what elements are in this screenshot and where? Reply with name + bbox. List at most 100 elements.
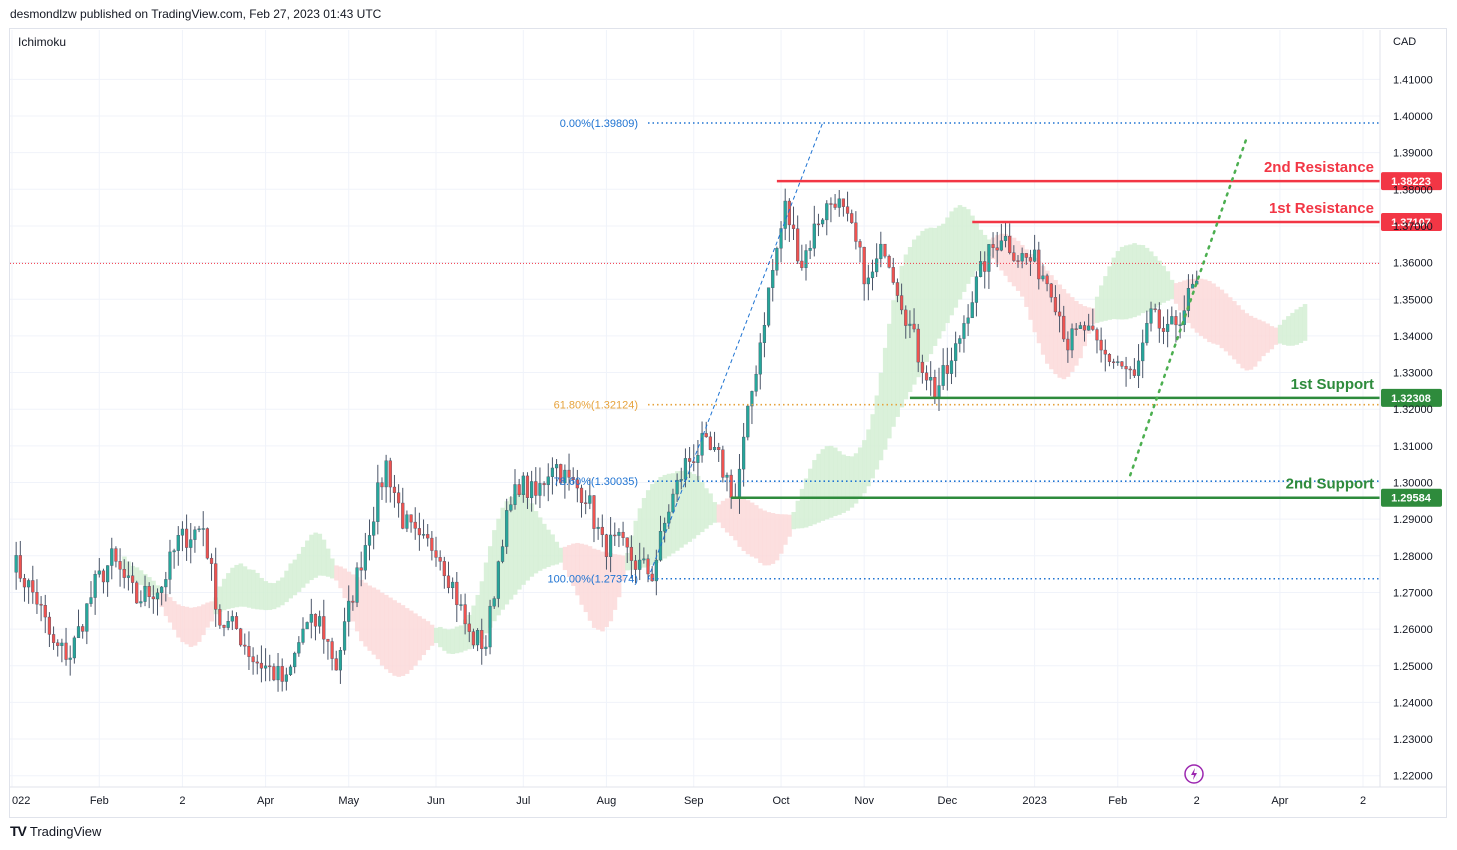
candle-down <box>43 605 47 618</box>
cloud-segment <box>226 573 231 609</box>
cloud-segment <box>1132 243 1137 318</box>
candle-up <box>783 200 787 229</box>
cloud-segment <box>246 569 252 608</box>
time-tick-label: Aug <box>597 795 617 807</box>
cloud-segment <box>267 582 273 610</box>
cloud-segment <box>417 616 422 661</box>
fib-level-label: 78.60%(1.30035) <box>554 476 638 488</box>
cloud-segment <box>176 604 181 638</box>
time-tick-label: Feb <box>90 795 109 807</box>
cloud-segment <box>1157 260 1162 305</box>
candle-down <box>791 224 796 229</box>
cloud-segment <box>932 227 938 346</box>
tradingview-logo[interactable]: TV TradingView <box>10 823 101 839</box>
candle-up <box>825 203 829 221</box>
cloud-segment <box>1144 247 1150 312</box>
time-tick-label: 2 <box>1360 795 1366 807</box>
candle-down <box>1045 275 1049 285</box>
candle-up <box>155 592 160 600</box>
candle-down <box>687 458 692 462</box>
candle-up <box>908 323 912 326</box>
cloud-segment <box>1049 275 1054 370</box>
price-tick-label: 1.22000 <box>1393 771 1433 783</box>
candle-down <box>272 666 276 681</box>
candle-down <box>463 604 467 625</box>
cloud-segment <box>554 541 560 565</box>
candle-up <box>363 545 367 571</box>
cloud-segment <box>388 597 393 673</box>
candle-down <box>854 222 858 242</box>
candle-up <box>725 474 729 478</box>
cloud-segment <box>637 508 643 569</box>
candle-down <box>184 528 189 548</box>
cloud-segment <box>1257 319 1262 362</box>
level-price-label: 1.38223 <box>1391 176 1431 188</box>
candle-down <box>222 625 226 628</box>
cloud-segment <box>1128 244 1133 319</box>
candle-up <box>372 521 376 536</box>
cloud-segment <box>487 546 493 628</box>
price-tick-label: 1.38000 <box>1393 184 1433 196</box>
currency-label: CAD <box>1393 36 1416 48</box>
time-tick-label: Jul <box>516 795 530 807</box>
candle-up <box>696 455 700 463</box>
cloud-segment <box>1173 283 1179 304</box>
cloud-segment <box>708 493 713 526</box>
candle-up <box>879 243 883 259</box>
price-tick-label: 1.28000 <box>1393 551 1433 563</box>
cloud-segment <box>359 579 364 642</box>
cloud-segment <box>251 569 256 609</box>
cloud-segment <box>242 566 248 607</box>
cloud-segment <box>754 505 759 559</box>
candle-up <box>700 433 704 456</box>
candle-up <box>779 228 783 249</box>
cloud-segment <box>749 502 755 557</box>
candle-up <box>775 247 779 271</box>
cloud-segment <box>1252 317 1258 367</box>
cloud-segment <box>458 625 464 653</box>
cloud-segment <box>770 513 776 564</box>
cloud-segment <box>591 548 597 628</box>
candle-up <box>89 597 93 604</box>
cloud-segment <box>887 323 892 439</box>
candle-down <box>833 203 837 208</box>
cloud-segment <box>741 498 747 551</box>
cloud-segment <box>970 215 975 277</box>
price-tick-label: 1.34000 <box>1393 331 1433 343</box>
cloud-segment <box>729 496 734 536</box>
candle-down <box>56 642 60 646</box>
candle-up <box>284 674 288 682</box>
price-tick-label: 1.31000 <box>1393 441 1433 453</box>
cloud-segment <box>949 211 954 316</box>
cloud-segment <box>704 488 709 529</box>
candle-down <box>268 665 272 668</box>
cloud-segment <box>384 594 389 670</box>
brand-label: TradingView <box>29 823 102 839</box>
candle-down <box>613 534 617 537</box>
cloud-segment <box>546 529 551 568</box>
cloud-segment <box>446 629 451 654</box>
candle-up <box>505 510 509 547</box>
cloud-segment <box>1036 261 1042 344</box>
candle-down <box>717 447 721 450</box>
candle-down <box>600 526 604 535</box>
candle-down <box>1024 253 1028 258</box>
cloud-segment <box>284 570 289 603</box>
candle-up <box>804 250 808 268</box>
time-tick-label: 2 <box>179 795 185 807</box>
candle-down <box>18 555 22 579</box>
candle-up <box>712 447 717 450</box>
candle-down <box>1074 328 1078 330</box>
candle-up <box>638 559 642 570</box>
candle-down <box>604 534 609 557</box>
cloud-segment <box>562 546 568 571</box>
cloud-segment <box>691 474 697 539</box>
candle-down <box>1037 249 1041 280</box>
candle-up <box>754 373 758 392</box>
lightning-icon[interactable] <box>1184 764 1204 784</box>
cloud-segment <box>400 605 406 676</box>
cloud-segment <box>1223 293 1229 352</box>
candle-down <box>218 609 222 626</box>
publisher-line: desmondlzw published on TradingView.com,… <box>10 7 382 21</box>
